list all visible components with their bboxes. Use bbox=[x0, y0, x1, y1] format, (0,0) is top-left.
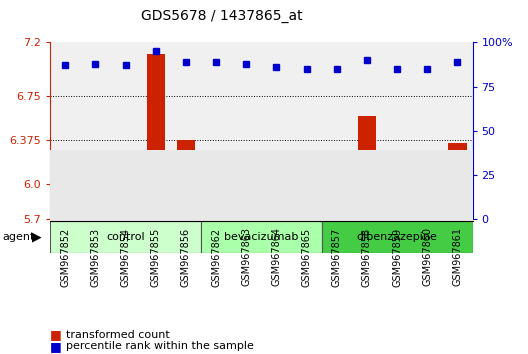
Text: transformed count: transformed count bbox=[66, 330, 169, 339]
Bar bbox=[147, 54, 165, 219]
Bar bbox=[448, 143, 467, 219]
Bar bbox=[322, 221, 473, 253]
Bar bbox=[207, 160, 225, 219]
Text: control: control bbox=[106, 232, 145, 242]
Bar bbox=[237, 172, 256, 219]
Bar bbox=[388, 172, 406, 219]
Text: GDS5678 / 1437865_at: GDS5678 / 1437865_at bbox=[141, 9, 303, 23]
Bar bbox=[328, 178, 346, 219]
Bar bbox=[418, 184, 436, 219]
Text: ▶: ▶ bbox=[32, 231, 41, 244]
Text: percentile rank within the sample: percentile rank within the sample bbox=[66, 341, 254, 351]
Bar bbox=[117, 184, 135, 219]
Text: dibenzazepine: dibenzazepine bbox=[357, 232, 438, 242]
Text: ■: ■ bbox=[50, 340, 62, 353]
Text: agent: agent bbox=[3, 232, 35, 242]
Bar bbox=[298, 188, 316, 219]
Text: ■: ■ bbox=[50, 328, 62, 341]
Bar bbox=[56, 184, 74, 219]
Bar bbox=[358, 116, 376, 219]
Bar bbox=[177, 140, 195, 219]
Bar bbox=[87, 152, 105, 219]
Bar bbox=[201, 221, 322, 253]
Bar bbox=[50, 221, 201, 253]
Bar bbox=[267, 178, 286, 219]
Text: bevacizumab: bevacizumab bbox=[224, 232, 298, 242]
